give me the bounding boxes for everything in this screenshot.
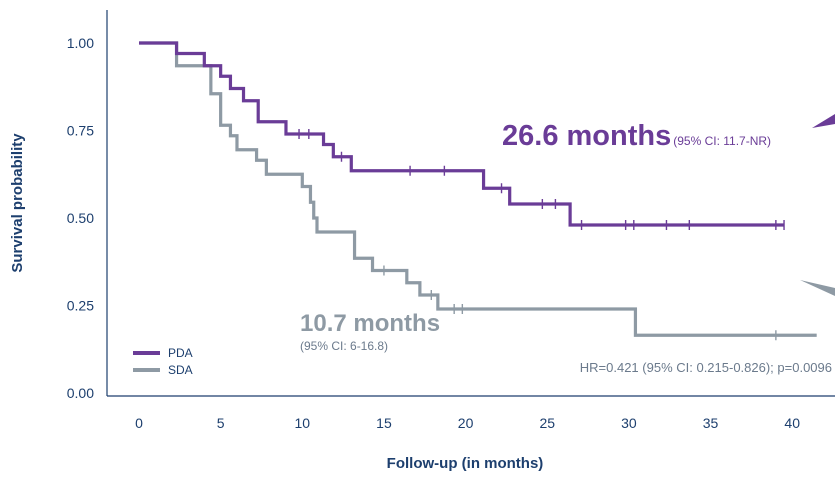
pda-median-ci: (95% CI: 11.7-NR) (673, 134, 771, 148)
x-tick-label: 30 (621, 415, 637, 431)
y-tick-labels: 0.00 0.25 0.50 0.75 1.00 (67, 35, 94, 401)
y-tick-label: 0.00 (67, 385, 94, 401)
series-line-sda (139, 41, 817, 337)
x-tick-label: 20 (458, 415, 474, 431)
pda-median-annotation: 26.6 months (95% CI: 11.7-NR) (502, 120, 771, 152)
hazard-ratio-text: HR=0.421 (95% CI: 0.215-0.826); p=0.0096 (580, 360, 832, 375)
series-layer (139, 41, 817, 341)
y-axis-title: Survival probability (9, 133, 26, 273)
x-axis-title: Follow-up (in months) (387, 455, 544, 472)
x-tick-label: 40 (784, 415, 800, 431)
pda-pointer-arrow (812, 114, 835, 128)
sda-median-ci: (95% CI: 6-16.8) (300, 339, 388, 353)
legend-label-pda: PDA (168, 346, 193, 360)
legend-label-sda: SDA (168, 363, 193, 377)
sda-pointer-arrow (800, 280, 835, 296)
y-tick-label: 0.75 (67, 123, 94, 139)
x-tick-labels: 0 5 10 15 20 25 30 35 40 (135, 415, 800, 431)
sda-median-value: 10.7 months (300, 310, 440, 337)
x-tick-label: 35 (703, 415, 719, 431)
y-tick-label: 0.50 (67, 210, 94, 226)
x-tick-label: 25 (539, 415, 555, 431)
y-tick-label: 1.00 (67, 35, 94, 51)
legend: PDA SDA (133, 346, 193, 377)
y-tick-label: 0.25 (67, 298, 94, 314)
x-tick-label: 0 (135, 415, 143, 431)
x-tick-label: 5 (217, 415, 225, 431)
series-line-pda (139, 41, 785, 227)
pda-median-value: 26.6 months (502, 120, 671, 152)
x-tick-label: 10 (295, 415, 311, 431)
x-tick-label: 15 (376, 415, 392, 431)
